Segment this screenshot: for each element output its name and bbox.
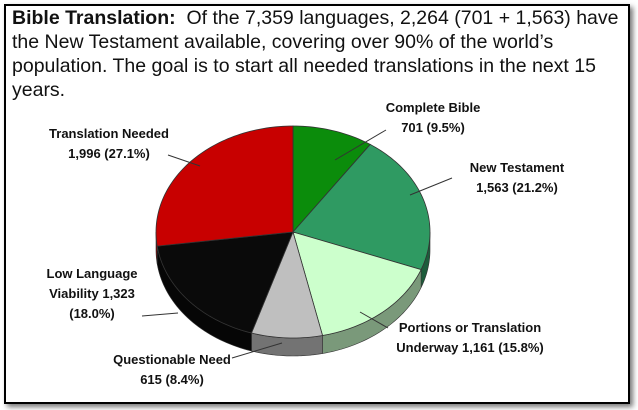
title: Bible Translation: [12, 7, 176, 29]
header: Bible Translation: Of the 7,359 language… [12, 6, 624, 102]
slice-label: Complete Bible 701 (9.5%) [378, 98, 488, 138]
slice [292, 143, 431, 271]
slice-label: Low Language Viability 1,323 (18.0%) [36, 264, 148, 324]
leader-line [359, 311, 389, 329]
subtitle: Of the 7,359 languages, 2,264 (701 + 1,5… [12, 7, 619, 101]
slice-label: New Testament 1,563 (21.2%) [452, 158, 582, 198]
category-label: Portions or Translation Underway [396, 320, 542, 355]
leader-line [334, 129, 387, 161]
slice [250, 230, 324, 339]
value-label: 615 (8.4%) [140, 372, 204, 387]
slice [156, 231, 294, 334]
value-label: 1,161 (15.8%) [462, 340, 544, 355]
category-label: Questionable Need [113, 352, 231, 367]
slice-label: Portions or Translation Underway 1,161 (… [380, 318, 560, 358]
category-label: Translation Needed [49, 126, 169, 141]
category-label: Complete Bible [385, 100, 481, 115]
slice [155, 125, 294, 247]
leader-line [141, 312, 179, 317]
leader-line [167, 154, 201, 167]
value-label: 1,563 (21.2%) [476, 180, 558, 195]
category-label: Low Language Viability [46, 266, 138, 301]
slice [292, 231, 422, 336]
slice-label: Questionable Need 615 (8.4%) [112, 350, 232, 390]
value-label: 1,323 (18.0%) [69, 286, 135, 321]
leader-line [231, 342, 283, 359]
slice-label: Translation Needed 1,996 (27.1%) [44, 124, 174, 164]
value-label: 701 (9.5%) [401, 120, 465, 135]
category-label: New Testament [469, 160, 565, 175]
value-label: 1,996 (27.1%) [68, 146, 150, 161]
slice [292, 125, 371, 234]
leader-line [409, 177, 453, 196]
